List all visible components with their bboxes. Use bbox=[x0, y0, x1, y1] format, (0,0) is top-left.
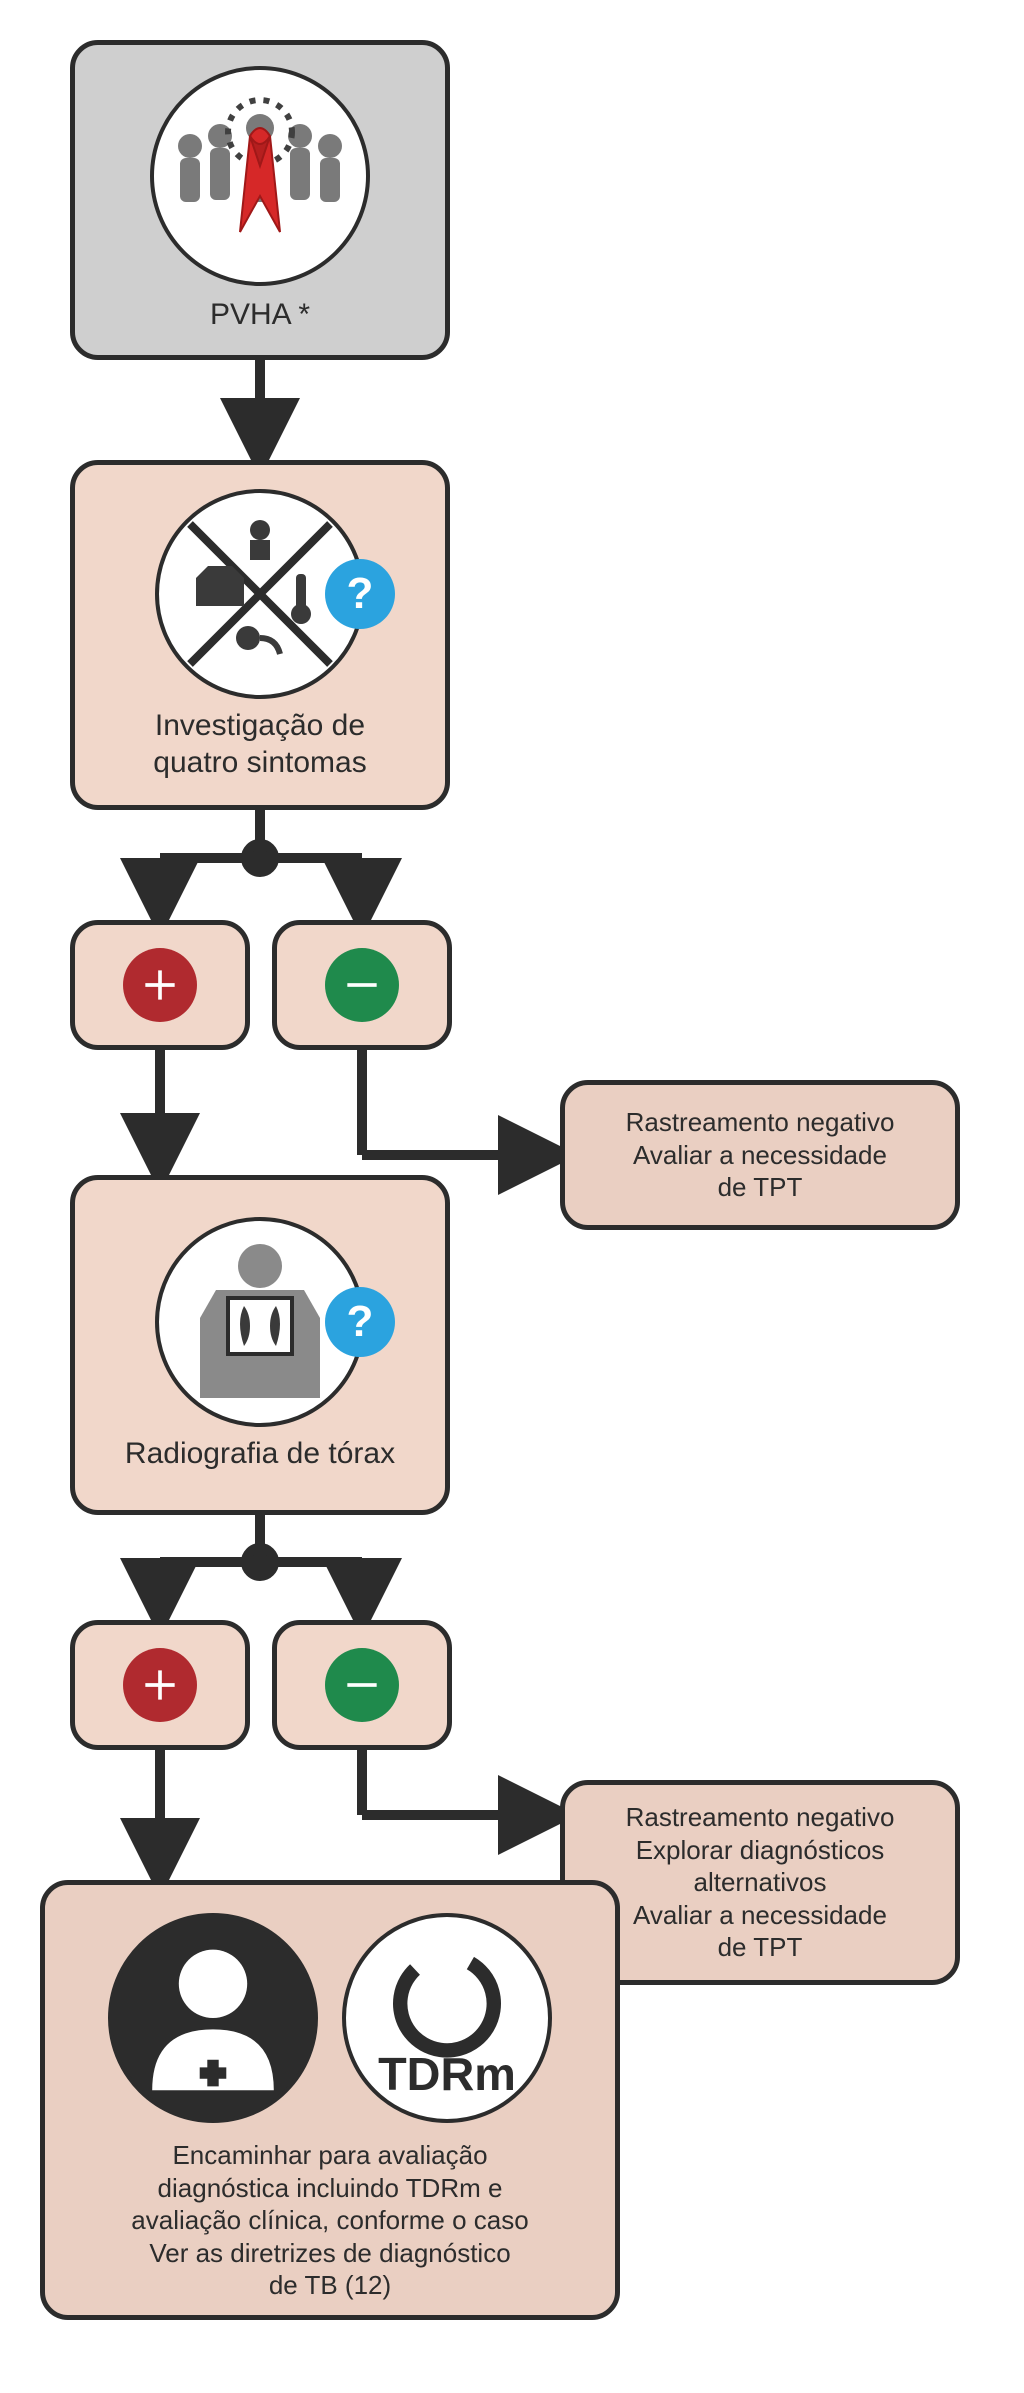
minus-icon bbox=[325, 1648, 399, 1722]
node-symptoms: ? Investigação de quatro sintomas bbox=[70, 460, 450, 810]
node-symptoms-label: Investigação de quatro sintomas bbox=[153, 707, 366, 782]
node-final: TDRm Encaminhar para avaliação diagnósti… bbox=[40, 1880, 620, 2320]
flowchart-canvas: PVHA * bbox=[0, 0, 1024, 2393]
plus-icon bbox=[123, 1648, 197, 1722]
question-badge-icon: ? bbox=[325, 559, 395, 629]
node-xray-negative bbox=[272, 1620, 452, 1750]
node-xray: ? Radiografia de tórax bbox=[70, 1175, 450, 1515]
node-xray-neg-result-label: Rastreamento negativo Explorar diagnósti… bbox=[626, 1801, 895, 1964]
node-start-label: PVHA * bbox=[210, 296, 310, 334]
plus-icon bbox=[123, 948, 197, 1022]
node-symptom-neg-result: Rastreamento negativo Avaliar a necessid… bbox=[560, 1080, 960, 1230]
node-symptom-negative bbox=[272, 920, 452, 1050]
question-badge-icon: ? bbox=[325, 1287, 395, 1357]
minus-icon bbox=[325, 948, 399, 1022]
node-symptom-neg-result-label: Rastreamento negativo Avaliar a necessid… bbox=[626, 1106, 895, 1204]
node-final-label: Encaminhar para avaliação diagnóstica in… bbox=[131, 2139, 528, 2302]
pvha-icon bbox=[150, 66, 370, 286]
node-symptom-positive bbox=[70, 920, 250, 1050]
node-start: PVHA * bbox=[70, 40, 450, 360]
doctor-icon bbox=[108, 1913, 318, 2123]
node-xray-positive bbox=[70, 1620, 250, 1750]
node-xray-label: Radiografia de tórax bbox=[125, 1435, 395, 1473]
node-xray-neg-result: Rastreamento negativo Explorar diagnósti… bbox=[560, 1780, 960, 1985]
svg-text:TDRm: TDRm bbox=[378, 2048, 516, 2100]
tdrm-icon: TDRm bbox=[342, 1913, 552, 2123]
